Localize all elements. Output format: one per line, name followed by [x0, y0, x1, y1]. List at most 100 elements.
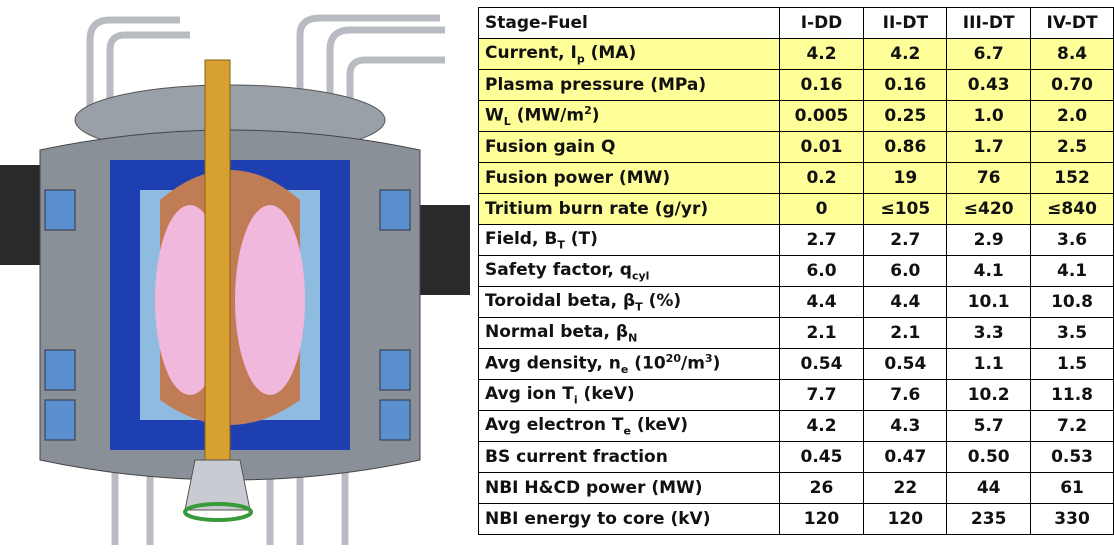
- value-cell: 0.86: [864, 132, 947, 163]
- row-label: NBI H&CD power (MW): [479, 473, 780, 504]
- value-cell: 0.16: [864, 70, 947, 101]
- label-text: Toroidal beta, β: [485, 291, 635, 311]
- label-text: (T): [565, 229, 598, 249]
- value-cell: 4.3: [864, 411, 947, 442]
- label-text: (10: [628, 354, 665, 374]
- value-cell: 0.16: [779, 70, 864, 101]
- row-label: BS current fraction: [479, 442, 780, 473]
- value-cell: 22: [864, 473, 947, 504]
- page: html, body { margin: 0; padding: 0; back…: [0, 0, 1114, 552]
- row: BS current fraction0.450.470.500.53: [479, 442, 1114, 473]
- label-text: (%): [643, 291, 682, 311]
- row-label: Tritium burn rate (g/yr): [479, 194, 780, 225]
- value-cell: 4.2: [779, 39, 864, 70]
- label-text: /m: [681, 354, 705, 374]
- value-cell: 0.45: [779, 442, 864, 473]
- row: Current, Ip (MA)4.24.26.78.4: [479, 39, 1114, 70]
- header-cell: II-DT: [864, 8, 947, 39]
- value-cell: 26: [779, 473, 864, 504]
- value-cell: 2.5: [1031, 132, 1114, 163]
- value-cell: 7.2: [1031, 411, 1114, 442]
- value-cell: 8.4: [1031, 39, 1114, 70]
- label-text: (keV): [631, 415, 688, 435]
- label-text: Tritium burn rate (g/yr): [485, 199, 708, 219]
- port-left: [0, 165, 40, 265]
- value-cell: 44: [947, 473, 1031, 504]
- label-text: Plasma pressure (MPa): [485, 75, 706, 95]
- value-cell: 4.4: [864, 287, 947, 318]
- value-cell: 120: [779, 504, 864, 535]
- header-cell: III-DT: [947, 8, 1031, 39]
- row: Safety factor, qcyl6.06.04.14.1: [479, 256, 1114, 287]
- value-cell: 3.6: [1031, 225, 1114, 256]
- value-cell: 0.54: [779, 349, 864, 380]
- value-cell: 0.54: [864, 349, 947, 380]
- value-cell: ≤105: [864, 194, 947, 225]
- header-cell: I-DD: [779, 8, 864, 39]
- value-cell: 2.1: [864, 318, 947, 349]
- value-cell: 10.8: [1031, 287, 1114, 318]
- value-cell: 2.1: [779, 318, 864, 349]
- label-text: (keV): [578, 384, 635, 404]
- value-cell: 4.2: [779, 411, 864, 442]
- subscript: T: [635, 300, 643, 313]
- label-text: Avg electron T: [485, 415, 624, 435]
- label-text: NBI H&CD power (MW): [485, 478, 703, 498]
- subscript: T: [557, 238, 565, 251]
- superscript: 20: [666, 352, 681, 365]
- label-text: (MW/m: [511, 106, 584, 126]
- value-cell: 2.9: [947, 225, 1031, 256]
- subscript: cyl: [632, 269, 649, 282]
- label-text: W: [485, 106, 504, 126]
- value-cell: 3.5: [1031, 318, 1114, 349]
- row-label: Avg electron Te (keV): [479, 411, 780, 442]
- row-label: Safety factor, qcyl: [479, 256, 780, 287]
- row-label: NBI energy to core (kV): [479, 504, 780, 535]
- value-cell: 4.4: [779, 287, 864, 318]
- header-cell: IV-DT: [1031, 8, 1114, 39]
- value-cell: 4.1: [947, 256, 1031, 287]
- value-cell: 1.7: [947, 132, 1031, 163]
- value-cell: 2.7: [864, 225, 947, 256]
- label-text: Current, I: [485, 43, 577, 63]
- label-text: NBI energy to core (kV): [485, 509, 710, 529]
- label-text: Safety factor, q: [485, 260, 632, 280]
- value-cell: 120: [864, 504, 947, 535]
- value-cell: 76: [947, 163, 1031, 194]
- value-cell: 330: [1031, 504, 1114, 535]
- row-label: Avg ion Ti (keV): [479, 380, 780, 411]
- superscript: 3: [705, 352, 713, 365]
- value-cell: 7.7: [779, 380, 864, 411]
- row-label: Fusion power (MW): [479, 163, 780, 194]
- value-cell: 2.0: [1031, 101, 1114, 132]
- label-text: ): [592, 106, 600, 126]
- value-cell: 6.7: [947, 39, 1031, 70]
- label-text: Normal beta, β: [485, 322, 628, 342]
- value-cell: 10.1: [947, 287, 1031, 318]
- plasma-right: [235, 205, 305, 395]
- label-text: Avg density, n: [485, 354, 621, 374]
- label-text: Field, B: [485, 229, 557, 249]
- row-label: Fusion gain Q: [479, 132, 780, 163]
- row-label: Normal beta, βN: [479, 318, 780, 349]
- value-cell: 235: [947, 504, 1031, 535]
- row-label: Field, BT (T): [479, 225, 780, 256]
- value-cell: 0.70: [1031, 70, 1114, 101]
- subscript: p: [577, 52, 585, 65]
- row-label: WL (MW/m2): [479, 101, 780, 132]
- label-text: Avg ion T: [485, 384, 574, 404]
- value-cell: 0.50: [947, 442, 1031, 473]
- value-cell: 0.005: [779, 101, 864, 132]
- value-cell: 6.0: [864, 256, 947, 287]
- row-label: Plasma pressure (MPa): [479, 70, 780, 101]
- row-label: Toroidal beta, βT (%): [479, 287, 780, 318]
- label-text: ): [713, 354, 721, 374]
- tokamak-illustration: [0, 0, 470, 552]
- value-cell: 1.1: [947, 349, 1031, 380]
- value-cell: 2.7: [779, 225, 864, 256]
- row-label: Current, Ip (MA): [479, 39, 780, 70]
